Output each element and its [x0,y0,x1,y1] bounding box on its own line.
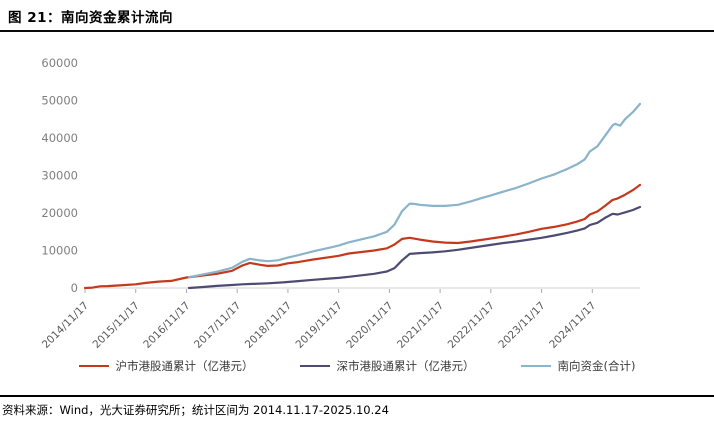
x-tick-label: 2015/11/17 [91,300,142,351]
y-tick-label: 0 [71,281,78,295]
x-tick-label: 2022/11/17 [446,300,497,351]
y-tick-label: 60000 [41,56,78,70]
legend-item-shenzhen: 深市港股通累计（亿港元） [299,358,475,374]
shenzhen-line-swatch [299,364,330,368]
x-tick-label: 2024/11/17 [547,300,598,351]
x-tick-label: 2019/11/17 [293,300,344,351]
y-tick-label: 10000 [41,244,78,258]
series-line-1 [187,205,642,290]
legend-item-total: 南向资金(合计) [520,358,636,374]
y-tick-label: 20000 [41,206,78,220]
source-divider: 资料来源：Wind，光大证券研究所；统计区间为 2014.11.17-2025.… [0,395,714,418]
shanghai-line-swatch [78,364,109,368]
title-rule [0,30,714,32]
x-tick-label: 2020/11/17 [344,300,395,351]
series-line-2 [187,102,642,279]
series-line-0 [83,183,642,290]
y-tick-label: 50000 [41,94,78,108]
y-tick-label: 30000 [41,169,78,183]
page-title: 图 21：南向资金累计流向 [8,10,173,26]
legend-label-shenzhen: 深市港股通累计（亿港元） [336,359,475,373]
legend-label-shanghai: 沪市港股通累计（亿港元） [115,359,254,373]
x-tick-label: 2016/11/17 [141,300,192,351]
x-tick-label: 2023/11/17 [496,300,547,351]
x-tick-label: 2014/11/17 [40,300,91,351]
total-line-swatch [520,364,551,368]
x-tick-label: 2017/11/17 [192,300,243,351]
x-tick-label: 2021/11/17 [395,300,446,351]
y-tick-label: 40000 [41,131,78,145]
source-note: 资料来源：Wind，光大证券研究所；统计区间为 2014.11.17-2025.… [2,403,389,417]
x-tick-label: 2018/11/17 [243,300,294,351]
legend-label-total: 南向资金(合计) [557,359,636,373]
legend-item-shanghai: 沪市港股通累计（亿港元） [78,358,254,374]
line-chart: 0 10000 20000 30000 40000 50000 60000 2014/11/1… [40,56,642,351]
chart-legend: 沪市港股通累计（亿港元） 深市港股通累计（亿港元） 南向资金(合计) [0,358,714,374]
